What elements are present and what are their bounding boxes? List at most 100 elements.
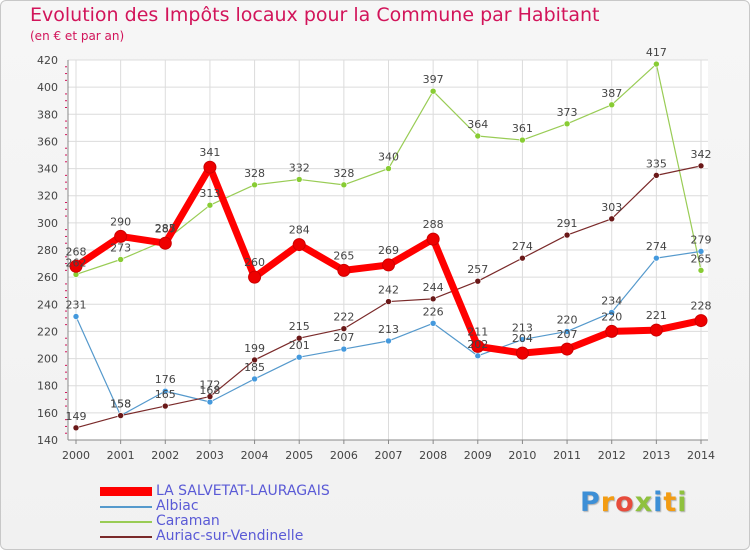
logo-letter: o — [615, 487, 635, 518]
legend-label: Caraman — [156, 513, 220, 529]
data-label-auriac-sur-vendinelle: 257 — [467, 263, 488, 276]
data-point-la-salvetat-lauragais — [560, 342, 574, 356]
y-tick-label: 380 — [37, 108, 58, 121]
data-label-auriac-sur-vendinelle: 215 — [289, 320, 310, 333]
data-point-auriac-sur-vendinelle — [72, 424, 80, 432]
data-point-la-salvetat-lauragais — [694, 314, 708, 328]
y-tick-label: 140 — [37, 434, 58, 447]
data-point-la-salvetat-lauragais — [69, 259, 83, 273]
data-point-la-salvetat-lauragais — [337, 263, 351, 277]
data-point-auriac-sur-vendinelle — [385, 298, 392, 305]
x-tick-label: 2002 — [151, 449, 179, 462]
data-point-caraman — [474, 132, 482, 140]
data-point-albiac — [608, 309, 616, 316]
data-label-albiac: 213 — [512, 322, 533, 335]
data-point-la-salvetat-lauragais — [292, 238, 306, 252]
data-point-albiac — [161, 387, 169, 395]
data-point-albiac — [295, 353, 303, 361]
data-label-albiac: 274 — [646, 240, 667, 253]
data-label-auriac-sur-vendinelle: 244 — [423, 281, 444, 294]
data-label-la-salvetat-lauragais: 260 — [244, 256, 265, 269]
data-point-albiac — [72, 313, 80, 320]
data-point-albiac — [563, 328, 571, 335]
data-label-auriac-sur-vendinelle: 291 — [557, 217, 578, 230]
x-tick-label: 2009 — [464, 449, 492, 462]
data-label-albiac: 231 — [66, 299, 87, 312]
x-tick-label: 2000 — [62, 449, 90, 462]
x-tick-label: 2005 — [285, 449, 313, 462]
data-point-albiac — [653, 254, 660, 262]
data-point-caraman — [653, 60, 660, 68]
data-point-la-salvetat-lauragais — [515, 346, 529, 360]
data-label-la-salvetat-lauragais: 341 — [199, 146, 220, 159]
data-point-la-salvetat-lauragais — [605, 324, 619, 338]
data-point-la-salvetat-lauragais — [203, 160, 217, 174]
logo-letter: i — [653, 487, 664, 518]
x-tick-label: 2008 — [419, 449, 447, 462]
data-label-caraman: 417 — [646, 46, 667, 59]
data-label-la-salvetat-lauragais: 228 — [691, 300, 712, 313]
data-label-albiac: 234 — [601, 294, 622, 307]
data-point-auriac-sur-vendinelle — [117, 412, 124, 419]
x-tick-label: 2011 — [553, 449, 581, 462]
data-point-caraman — [608, 101, 616, 109]
data-label-la-salvetat-lauragais: 269 — [378, 244, 399, 257]
data-label-auriac-sur-vendinelle: 165 — [155, 388, 176, 401]
data-label-albiac: 158 — [110, 398, 131, 411]
data-point-la-salvetat-lauragais — [158, 236, 172, 250]
chart-subtitle: (en € et par an) — [30, 29, 125, 43]
data-label-la-salvetat-lauragais: 265 — [333, 249, 354, 262]
y-tick-label: 420 — [37, 54, 58, 67]
data-label-albiac: 220 — [557, 313, 578, 326]
data-point-albiac — [251, 375, 258, 383]
data-label-albiac: 226 — [423, 305, 444, 318]
data-label-la-salvetat-lauragais: 285 — [155, 222, 176, 235]
y-tick-label: 400 — [37, 81, 58, 94]
y-tick-label: 200 — [37, 353, 58, 366]
data-label-la-salvetat-lauragais: 288 — [423, 218, 444, 231]
data-label-la-salvetat-lauragais: 290 — [110, 215, 131, 228]
legend-swatch — [100, 506, 152, 508]
data-label-caraman: 265 — [691, 252, 712, 265]
data-point-auriac-sur-vendinelle — [295, 334, 303, 342]
data-point-caraman — [429, 87, 437, 95]
x-tick-label: 2012 — [598, 449, 626, 462]
data-point-la-salvetat-lauragais — [114, 229, 128, 243]
data-point-auriac-sur-vendinelle — [206, 393, 214, 400]
data-label-caraman: 332 — [289, 161, 310, 174]
x-tick-label: 2006 — [330, 449, 358, 462]
y-tick-label: 300 — [37, 217, 58, 230]
data-point-albiac — [474, 352, 482, 360]
y-tick-label: 220 — [37, 325, 58, 338]
x-tick-label: 2007 — [375, 449, 403, 462]
data-label-caraman: 328 — [244, 167, 265, 180]
data-label-la-salvetat-lauragais: 211 — [467, 325, 488, 338]
data-label-caraman: 397 — [423, 73, 444, 86]
data-label-caraman: 373 — [557, 106, 578, 119]
data-label-auriac-sur-vendinelle: 149 — [66, 410, 87, 423]
data-label-albiac: 185 — [244, 361, 265, 374]
data-label-auriac-sur-vendinelle: 303 — [601, 201, 622, 214]
data-point-caraman — [206, 201, 214, 209]
data-point-la-salvetat-lauragais — [649, 323, 663, 337]
data-label-albiac: 168 — [199, 384, 220, 397]
data-label-la-salvetat-lauragais: 284 — [289, 224, 310, 237]
data-point-caraman — [697, 267, 705, 274]
data-label-caraman: 361 — [512, 122, 533, 135]
data-label-auriac-sur-vendinelle: 199 — [244, 342, 265, 355]
data-point-auriac-sur-vendinelle — [608, 215, 616, 223]
data-label-la-salvetat-lauragais: 220 — [601, 310, 622, 323]
data-label-albiac: 213 — [378, 323, 399, 336]
data-label-albiac: 202 — [467, 338, 488, 351]
data-point-albiac — [519, 336, 526, 343]
data-point-caraman — [385, 165, 392, 172]
y-tick-label: 340 — [37, 163, 58, 176]
data-label-caraman: 364 — [467, 118, 488, 131]
data-point-auriac-sur-vendinelle — [519, 254, 526, 262]
y-tick-label: 240 — [37, 298, 58, 311]
chart-title: Evolution des Impôts locaux pour la Comm… — [30, 4, 600, 26]
x-tick-label: 2004 — [241, 449, 269, 462]
data-label-albiac: 207 — [333, 331, 354, 344]
data-label-caraman: 273 — [110, 242, 131, 255]
x-tick-label: 2013 — [642, 449, 670, 462]
